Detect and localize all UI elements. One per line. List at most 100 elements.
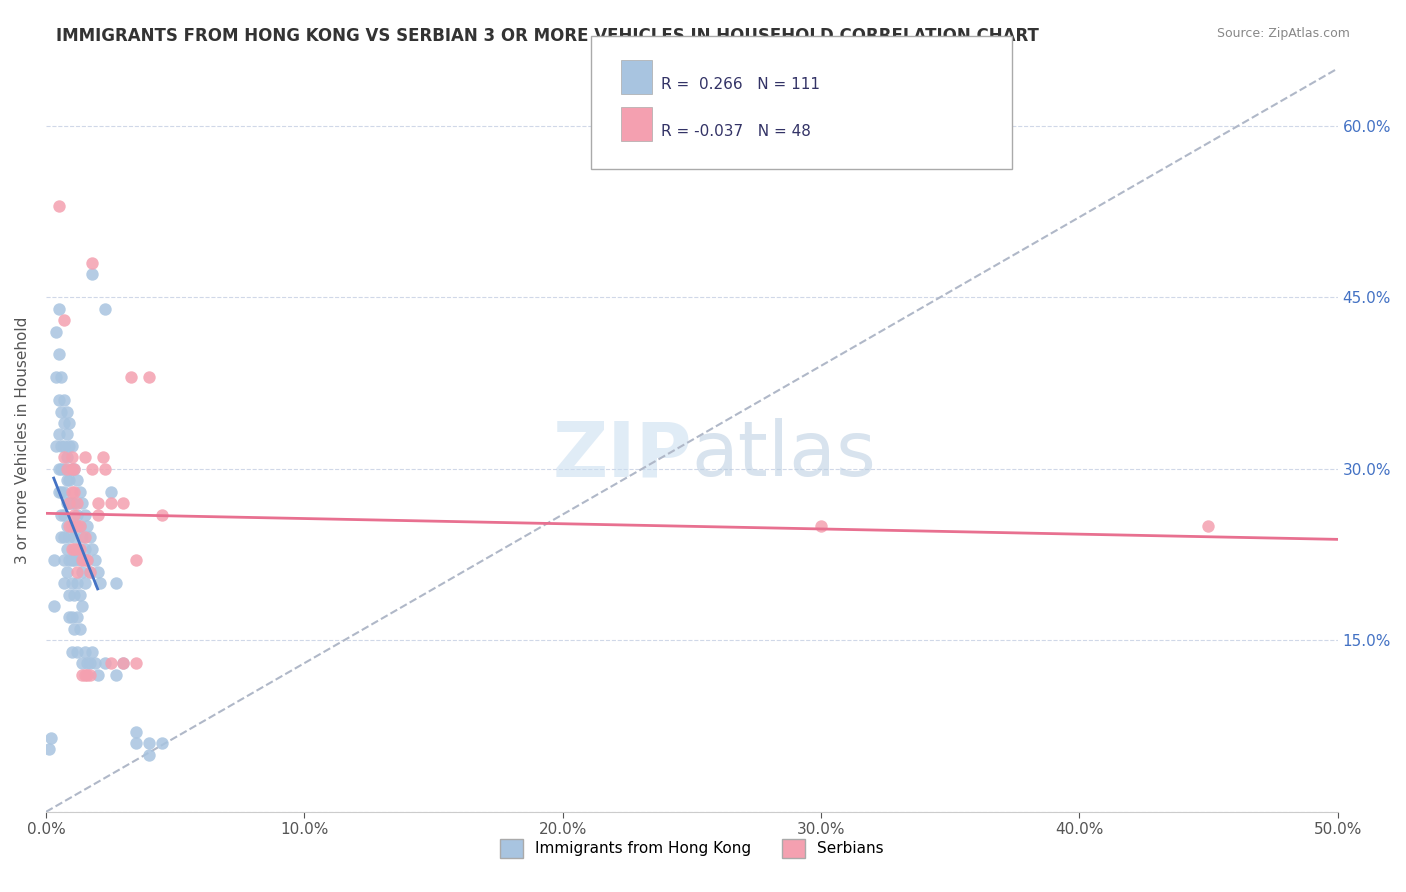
Point — [60, 576, 83, 591]
Point — [86, 667, 108, 681]
Point — [60, 519, 83, 533]
Point — [58, 496, 80, 510]
Point — [55, 565, 77, 579]
Point — [84, 553, 107, 567]
Point — [53, 484, 76, 499]
Point — [76, 553, 98, 567]
Point — [79, 565, 101, 579]
Point — [82, 462, 104, 476]
Point — [138, 747, 160, 762]
Point — [138, 736, 160, 750]
Point — [51, 439, 73, 453]
Point — [150, 736, 173, 750]
Point — [112, 656, 135, 670]
Point — [51, 484, 73, 499]
Point — [79, 656, 101, 670]
Point — [48, 427, 70, 442]
Point — [42, 599, 65, 613]
Legend: Immigrants from Hong Kong, Serbians: Immigrants from Hong Kong, Serbians — [494, 833, 890, 863]
Point — [79, 530, 101, 544]
Point — [125, 553, 148, 567]
Point — [63, 484, 86, 499]
Point — [73, 553, 96, 567]
Point — [70, 565, 93, 579]
Point — [66, 645, 89, 659]
Point — [48, 393, 70, 408]
Point — [58, 553, 80, 567]
Point — [70, 599, 93, 613]
Y-axis label: 3 or more Vehicles in Household: 3 or more Vehicles in Household — [15, 317, 30, 564]
Point — [48, 484, 70, 499]
Point — [66, 519, 89, 533]
Point — [138, 370, 160, 384]
Point — [73, 576, 96, 591]
Point — [69, 519, 91, 533]
Point — [53, 462, 76, 476]
Point — [73, 667, 96, 681]
Point — [94, 656, 117, 670]
Point — [45, 370, 67, 384]
Text: R =  0.266   N = 111: R = 0.266 N = 111 — [661, 78, 820, 92]
Point — [125, 656, 148, 670]
Point — [86, 508, 108, 522]
Point — [70, 667, 93, 681]
Point — [55, 519, 77, 533]
Point — [55, 427, 77, 442]
Point — [69, 553, 91, 567]
Point — [58, 530, 80, 544]
Point — [60, 439, 83, 453]
Point — [60, 519, 83, 533]
Point — [76, 519, 98, 533]
Point — [63, 541, 86, 556]
Point — [63, 508, 86, 522]
Point — [53, 439, 76, 453]
Text: R = -0.037   N = 48: R = -0.037 N = 48 — [661, 124, 811, 138]
Point — [45, 439, 67, 453]
Point — [55, 496, 77, 510]
Point — [82, 268, 104, 282]
Point — [53, 416, 76, 430]
Point — [51, 404, 73, 418]
Text: Source: ZipAtlas.com: Source: ZipAtlas.com — [1216, 27, 1350, 40]
Text: atlas: atlas — [692, 418, 877, 492]
Point — [100, 496, 122, 510]
Point — [82, 645, 104, 659]
Point — [51, 508, 73, 522]
Point — [60, 484, 83, 499]
Point — [66, 541, 89, 556]
Point — [53, 553, 76, 567]
Point — [89, 576, 111, 591]
Point — [86, 565, 108, 579]
Point — [48, 301, 70, 316]
Point — [69, 541, 91, 556]
Point — [60, 645, 83, 659]
Point — [63, 462, 86, 476]
Text: ZIP: ZIP — [553, 418, 692, 492]
Point — [69, 484, 91, 499]
Point — [63, 462, 86, 476]
Point — [104, 667, 127, 681]
Point — [53, 313, 76, 327]
Point — [63, 588, 86, 602]
Point — [63, 530, 86, 544]
Point — [66, 473, 89, 487]
Point — [55, 404, 77, 418]
Point — [84, 656, 107, 670]
Point — [53, 393, 76, 408]
Point — [55, 450, 77, 465]
Point — [125, 724, 148, 739]
Point — [55, 541, 77, 556]
Point — [70, 496, 93, 510]
Point — [69, 519, 91, 533]
Point — [112, 656, 135, 670]
Point — [53, 530, 76, 544]
Point — [810, 519, 832, 533]
Point — [60, 553, 83, 567]
Point — [94, 301, 117, 316]
Point — [58, 439, 80, 453]
Point — [79, 565, 101, 579]
Point — [76, 656, 98, 670]
Point — [69, 588, 91, 602]
Point — [66, 508, 89, 522]
Point — [39, 731, 62, 745]
